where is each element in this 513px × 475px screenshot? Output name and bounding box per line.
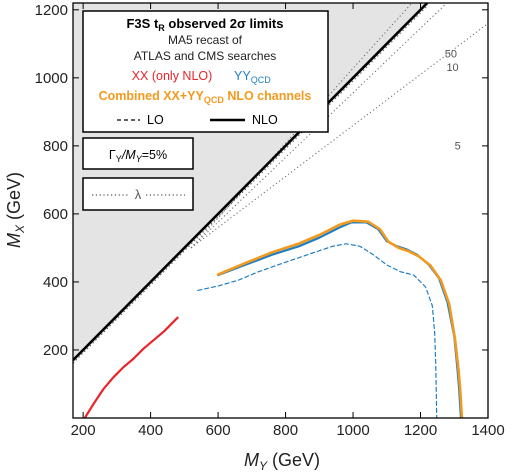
y-tick-label: 800 xyxy=(43,138,68,155)
lambda-contour-label-5: 5 xyxy=(455,140,461,152)
x-tick-label: 200 xyxy=(71,422,96,439)
x-axis: 200 400 600 800 1000 1200 1400 xyxy=(71,3,505,439)
x-axis-title: MY (GeV) xyxy=(244,450,320,473)
y-tick-label: 1000 xyxy=(35,70,68,87)
x-tick-label: 1200 xyxy=(404,422,437,439)
y-tick-label: 200 xyxy=(43,342,68,359)
legend-lo-label: LO xyxy=(147,113,164,127)
series-1-line xyxy=(83,316,179,418)
lambda-contour-5 xyxy=(190,24,487,249)
y-tick-label: 600 xyxy=(43,206,68,223)
x-tick-label: 800 xyxy=(273,422,298,439)
width-box: ΓY/MY=5% xyxy=(82,137,194,170)
x-tick-label: 1400 xyxy=(471,422,504,439)
lambda-contour-label-10: 10 xyxy=(446,62,458,74)
legend-xx: XX (only NLO) xyxy=(132,69,213,83)
legend-yy: YYQCD xyxy=(234,69,271,85)
lambda-label: λ xyxy=(135,187,142,202)
y-axis-title: MX (GeV) xyxy=(4,172,27,248)
legend-nlo-label: NLO xyxy=(252,113,278,127)
plot-frame xyxy=(72,2,489,419)
width-label: ΓY/MY=5% xyxy=(109,148,167,164)
y-tick-label: 400 xyxy=(43,274,68,291)
lambda-contour-label-50: 50 xyxy=(445,48,457,60)
series-2-line xyxy=(217,221,463,418)
diagonal-nlo-line xyxy=(73,3,429,362)
legend-combined: Combined XX+YYQCD NLO channels xyxy=(99,89,312,105)
legend-subtitle-1: MA5 recast of xyxy=(168,33,243,47)
legend-subtitle-2: ATLAS and CMS searches xyxy=(134,49,277,63)
x-tick-label: 600 xyxy=(206,422,231,439)
lambda-contour-10 xyxy=(190,3,448,249)
series-4-line xyxy=(216,219,464,418)
legend-title: F3S tR observed 2σ limits xyxy=(126,16,283,33)
x-tick-label: 1000 xyxy=(336,422,369,439)
x-tick-label: 400 xyxy=(138,422,163,439)
lambda-box: λ xyxy=(82,177,194,211)
legend: F3S tR observed 2σ limits MA5 recast of … xyxy=(82,10,329,133)
y-axis: 200 400 600 800 1000 1200 xyxy=(35,2,488,359)
series-3-line xyxy=(197,243,438,418)
y-tick-label: 1200 xyxy=(35,2,68,19)
